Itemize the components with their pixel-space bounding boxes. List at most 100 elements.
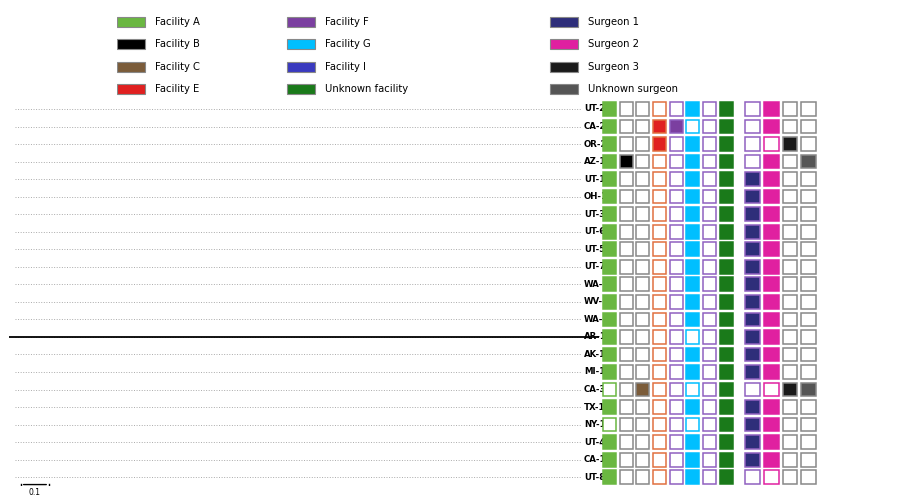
Bar <box>764 190 778 203</box>
Bar <box>720 383 733 396</box>
Text: UT-5: UT-5 <box>584 245 605 254</box>
Bar <box>636 365 649 379</box>
Bar <box>603 383 616 396</box>
Bar <box>653 207 666 221</box>
Bar <box>603 207 616 221</box>
Bar <box>670 155 682 168</box>
Bar <box>603 242 616 256</box>
Bar <box>636 172 649 186</box>
Bar <box>802 295 816 309</box>
Bar <box>603 190 616 203</box>
Bar <box>636 190 649 203</box>
Bar <box>620 330 633 344</box>
Bar <box>636 295 649 309</box>
Bar <box>653 242 666 256</box>
Bar <box>745 278 760 291</box>
Bar <box>720 348 733 361</box>
Bar <box>764 155 778 168</box>
Bar <box>745 225 760 238</box>
Bar <box>783 330 797 344</box>
Bar <box>764 102 778 116</box>
Bar <box>620 400 633 414</box>
Bar <box>687 435 699 449</box>
Bar <box>802 190 816 203</box>
Bar <box>802 102 816 116</box>
Bar <box>653 348 666 361</box>
Bar <box>764 295 778 309</box>
Text: UT-7: UT-7 <box>584 263 605 271</box>
Text: Facility E: Facility E <box>155 85 199 95</box>
Bar <box>117 62 145 72</box>
Bar <box>703 348 716 361</box>
Bar <box>687 155 699 168</box>
Bar <box>720 137 733 151</box>
Bar <box>636 418 649 431</box>
Bar <box>764 418 778 431</box>
Bar <box>550 62 578 72</box>
Bar <box>620 242 633 256</box>
Text: UT-4: UT-4 <box>584 438 605 446</box>
Bar <box>720 400 733 414</box>
Bar <box>720 435 733 449</box>
Bar <box>745 400 760 414</box>
Bar <box>720 260 733 274</box>
Bar <box>653 102 666 116</box>
Bar <box>670 435 682 449</box>
Bar <box>703 260 716 274</box>
Text: Surgeon 1: Surgeon 1 <box>588 17 639 27</box>
Bar <box>620 172 633 186</box>
Bar <box>636 155 649 168</box>
Bar <box>764 172 778 186</box>
Text: OR-2: OR-2 <box>584 140 608 148</box>
Bar <box>620 295 633 309</box>
Bar <box>670 295 682 309</box>
Bar <box>670 330 682 344</box>
Bar <box>603 225 616 238</box>
Bar <box>603 155 616 168</box>
Bar <box>802 348 816 361</box>
Bar <box>783 102 797 116</box>
Bar <box>703 435 716 449</box>
Bar <box>687 313 699 326</box>
Bar <box>802 400 816 414</box>
Bar <box>703 102 716 116</box>
Bar <box>603 120 616 133</box>
Text: OH-1: OH-1 <box>584 192 608 201</box>
Bar <box>687 225 699 238</box>
Bar <box>636 120 649 133</box>
Bar <box>745 190 760 203</box>
Bar <box>653 155 666 168</box>
Bar <box>687 260 699 274</box>
Text: UT-3: UT-3 <box>584 210 605 218</box>
Bar <box>670 470 682 484</box>
Bar <box>603 172 616 186</box>
Bar <box>783 313 797 326</box>
Bar <box>620 225 633 238</box>
Bar <box>653 418 666 431</box>
Bar <box>653 172 666 186</box>
Text: CA-3: CA-3 <box>584 385 607 394</box>
Bar <box>703 400 716 414</box>
Bar <box>783 260 797 274</box>
Bar <box>603 348 616 361</box>
Bar <box>687 400 699 414</box>
Bar <box>764 383 778 396</box>
Bar <box>603 260 616 274</box>
Bar <box>745 260 760 274</box>
Text: CA-1: CA-1 <box>584 455 607 464</box>
Bar <box>703 278 716 291</box>
Text: UT-2: UT-2 <box>584 105 605 113</box>
Bar <box>745 207 760 221</box>
Bar <box>687 190 699 203</box>
Bar <box>783 435 797 449</box>
Bar <box>287 62 315 72</box>
Bar <box>687 295 699 309</box>
Bar <box>687 172 699 186</box>
Bar <box>603 278 616 291</box>
Text: 0.1: 0.1 <box>29 488 40 497</box>
Bar <box>720 313 733 326</box>
Bar <box>720 190 733 203</box>
Bar <box>745 348 760 361</box>
Bar <box>603 313 616 326</box>
Bar <box>620 313 633 326</box>
